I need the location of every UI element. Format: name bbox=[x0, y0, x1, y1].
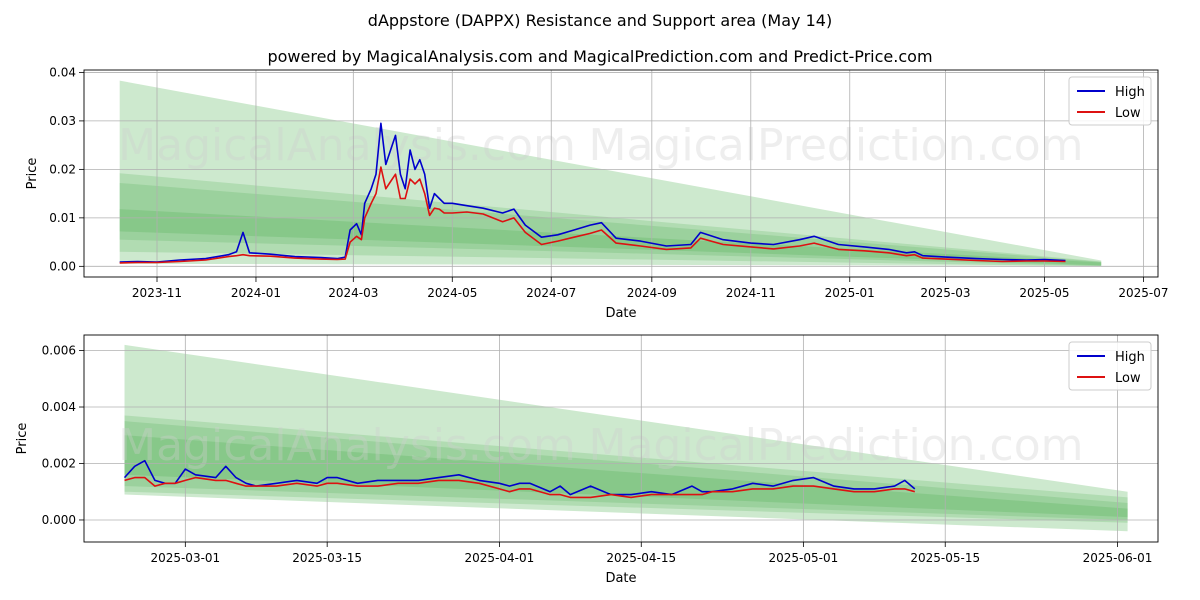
y-tick-label: 0.02 bbox=[49, 162, 76, 176]
x-tick-label: 2025-05-15 bbox=[910, 551, 980, 565]
plot-area bbox=[84, 70, 1158, 277]
series-high-line bbox=[123, 459, 916, 496]
band-2 bbox=[124, 421, 1128, 520]
legend-label-low: Low bbox=[1115, 106, 1141, 121]
y-tick-label: 0.00 bbox=[49, 259, 76, 273]
band-3 bbox=[124, 435, 1128, 518]
x-tick-label: 2025-05-01 bbox=[769, 551, 839, 565]
x-tick-label: 2025-03-01 bbox=[150, 551, 220, 565]
x-tick-label: 2023-11 bbox=[132, 286, 182, 300]
x-tick-label: 2025-04-01 bbox=[465, 551, 535, 565]
y-axis-label: Price bbox=[15, 423, 30, 455]
x-tick-label: 2024-11 bbox=[726, 286, 776, 300]
x-tick-label: 2025-07 bbox=[1118, 286, 1168, 300]
y-tick-label: 0.002 bbox=[42, 456, 76, 470]
x-tick-label: 2024-07 bbox=[526, 286, 576, 300]
band-1 bbox=[124, 415, 1128, 523]
x-tick-label: 2025-01 bbox=[825, 286, 875, 300]
x-tick-label: 2025-04-15 bbox=[606, 551, 676, 565]
x-tick-label: 2024-01 bbox=[231, 286, 281, 300]
y-tick-label: 0.000 bbox=[42, 513, 76, 527]
x-axis-label: Date bbox=[605, 571, 636, 586]
plot-area bbox=[84, 335, 1158, 542]
series-lines bbox=[123, 459, 916, 499]
series-low-line bbox=[119, 166, 1066, 264]
top-panel: MagicalAnalysis.com MagicalPrediction.com… bbox=[25, 65, 1168, 321]
legend-label-low: Low bbox=[1115, 371, 1141, 386]
bottom-panel: MagicalAnalysis.com MagicalPrediction.com… bbox=[15, 334, 1159, 586]
y-tick-label: 0.004 bbox=[42, 400, 76, 414]
series-lines bbox=[119, 122, 1066, 264]
y-axis-label: Price bbox=[25, 158, 40, 190]
x-tick-label: 2025-03 bbox=[920, 286, 970, 300]
legend-label-high: High bbox=[1115, 350, 1145, 365]
x-tick-label: 2024-09 bbox=[627, 286, 677, 300]
watermark-0: MagicalAnalysis.com bbox=[118, 120, 576, 171]
x-tick-label: 2025-06-01 bbox=[1083, 551, 1153, 565]
axes-frame bbox=[83, 69, 1159, 278]
chart-title: dAppstore (DAPPX) Resistance and Support… bbox=[368, 11, 832, 30]
series-low-line bbox=[124, 476, 916, 499]
y-tick-label: 0.04 bbox=[49, 65, 76, 79]
watermark-1: MagicalPrediction.com bbox=[589, 120, 1084, 171]
legend-label-high: High bbox=[1115, 85, 1145, 100]
x-tick-label: 2024-05 bbox=[427, 286, 477, 300]
axes-frame bbox=[83, 334, 1159, 543]
y-tick-label: 0.03 bbox=[49, 114, 76, 128]
support-resistance-bands bbox=[124, 344, 1128, 532]
legend: High Low bbox=[1068, 76, 1152, 126]
x-tick-label: 2024-03 bbox=[328, 286, 378, 300]
y-tick-label: 0.01 bbox=[49, 211, 76, 225]
legend: High Low bbox=[1068, 341, 1152, 391]
chart-subtitle: powered by MagicalAnalysis.com and Magic… bbox=[267, 47, 932, 66]
band-0 bbox=[124, 344, 1128, 532]
x-axis-label: Date bbox=[605, 306, 636, 321]
y-tick-label: 0.006 bbox=[42, 344, 76, 358]
x-tick-label: 2025-05 bbox=[1019, 286, 1069, 300]
band-1 bbox=[119, 173, 1102, 267]
x-tick-label: 2025-03-15 bbox=[292, 551, 362, 565]
series-high-line bbox=[119, 122, 1066, 263]
watermark-1: MagicalPrediction.com bbox=[589, 420, 1084, 471]
